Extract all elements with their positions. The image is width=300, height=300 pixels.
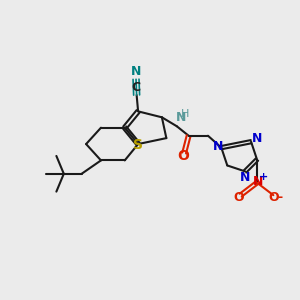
Text: O: O — [177, 149, 189, 163]
Text: N: N — [240, 171, 250, 184]
Text: H: H — [181, 109, 189, 119]
Text: N: N — [176, 111, 186, 124]
Text: C: C — [131, 81, 141, 94]
Text: -: - — [277, 191, 282, 204]
Text: N: N — [131, 65, 141, 78]
Text: +: + — [259, 172, 268, 182]
Text: S: S — [133, 138, 143, 152]
Text: O: O — [234, 191, 244, 204]
Text: N: N — [252, 132, 262, 145]
Text: N: N — [213, 140, 223, 153]
Text: N: N — [253, 175, 264, 188]
Text: O: O — [268, 191, 279, 204]
